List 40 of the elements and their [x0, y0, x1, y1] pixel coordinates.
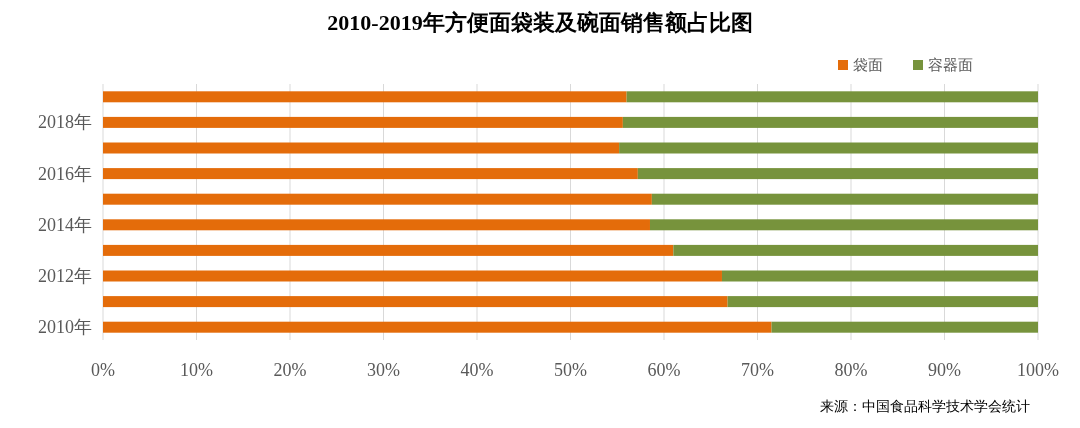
- bar: [103, 116, 623, 128]
- legend-label: 容器面: [928, 56, 973, 74]
- bar: [103, 270, 722, 282]
- bar: [103, 321, 772, 333]
- x-tick-label: 100%: [1017, 360, 1059, 380]
- source-note: 来源：中国食品科学技术学会统计: [820, 399, 1030, 414]
- x-tick-label: 90%: [928, 360, 961, 380]
- bar: [622, 116, 1038, 128]
- x-tick-label: 0%: [91, 360, 115, 380]
- bar: [103, 219, 650, 231]
- bar: [103, 244, 674, 256]
- x-tick-label: 60%: [647, 360, 681, 380]
- bar: [103, 296, 728, 308]
- x-tick-label: 10%: [180, 360, 213, 380]
- x-tick-label: 70%: [741, 360, 774, 380]
- bar: [103, 142, 620, 154]
- bar: [651, 193, 1038, 205]
- x-tick-label: 20%: [273, 360, 307, 380]
- y-tick-label: 2016年: [38, 163, 92, 184]
- bar: [103, 168, 638, 180]
- bar: [637, 168, 1038, 180]
- x-tick-label: 80%: [834, 360, 868, 380]
- bar: [649, 219, 1038, 231]
- x-tick-label: 40%: [460, 360, 494, 380]
- y-tick-label: 2018年: [38, 112, 92, 133]
- bar: [619, 142, 1038, 154]
- x-tick-label: 50%: [554, 360, 587, 380]
- bar: [771, 321, 1038, 333]
- chart-title: 2010-2019年方便面袋装及碗面销售额占比图: [327, 10, 753, 35]
- x-tick-label: 30%: [367, 360, 400, 380]
- y-tick-label: 2014年: [38, 214, 92, 235]
- bar: [673, 244, 1038, 256]
- bar: [103, 91, 627, 103]
- bar: [727, 296, 1038, 308]
- y-tick-label: 2012年: [38, 266, 92, 286]
- bar: [721, 270, 1038, 282]
- legend-label: 袋面: [853, 56, 883, 74]
- bar: [103, 193, 652, 205]
- bar: [626, 91, 1038, 103]
- y-tick-label: 2010年: [38, 317, 92, 338]
